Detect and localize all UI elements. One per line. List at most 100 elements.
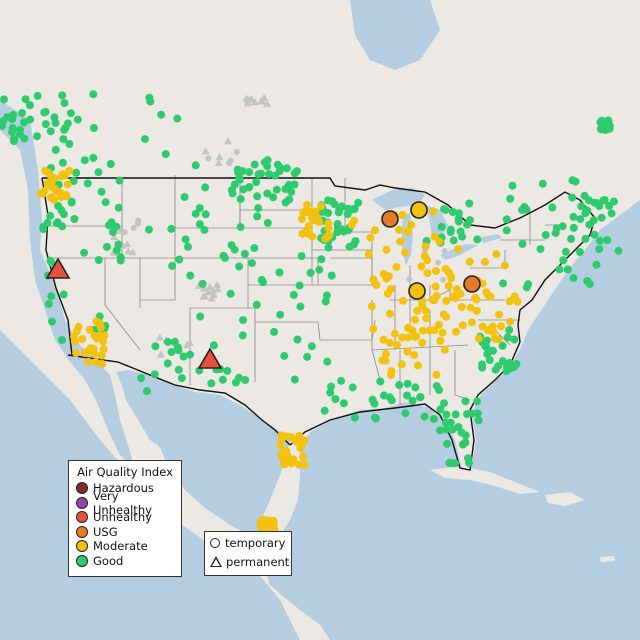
monitor-point[interactable] <box>252 178 261 186</box>
monitor-point[interactable] <box>89 153 98 162</box>
monitor-point[interactable] <box>207 379 216 388</box>
monitor-point[interactable] <box>410 351 419 360</box>
monitor-point[interactable] <box>46 127 55 136</box>
monitor-point[interactable] <box>592 199 601 208</box>
monitor-point[interactable] <box>379 269 388 278</box>
monitor-point[interactable] <box>609 197 618 206</box>
monitor-point[interactable] <box>337 202 346 211</box>
monitor-point[interactable] <box>58 91 67 100</box>
monitor-point[interactable] <box>245 168 254 177</box>
monitor-point[interactable] <box>369 325 378 334</box>
monitor-point[interactable] <box>457 302 466 311</box>
monitor-point[interactable] <box>413 306 422 315</box>
monitor-point[interactable] <box>406 276 413 283</box>
monitor-point[interactable] <box>563 265 572 274</box>
monitor-point[interactable] <box>407 221 415 229</box>
monitor-point[interactable] <box>91 358 100 367</box>
monitor-point[interactable] <box>432 370 441 379</box>
monitor-point[interactable] <box>408 396 417 405</box>
monitor-point[interactable] <box>72 349 81 357</box>
monitor-point[interactable] <box>317 202 325 210</box>
monitor-point[interactable] <box>348 383 357 392</box>
monitor-point[interactable] <box>321 234 330 243</box>
monitor-point[interactable] <box>281 198 290 207</box>
monitor-point[interactable] <box>569 223 578 232</box>
monitor-point[interactable] <box>366 233 375 242</box>
monitor-point[interactable] <box>404 333 413 342</box>
monitor-point[interactable] <box>272 185 281 194</box>
monitor-point[interactable] <box>58 158 67 167</box>
monitor-point[interactable] <box>478 322 487 331</box>
monitor-point[interactable] <box>435 237 444 246</box>
monitor-point[interactable] <box>47 182 56 191</box>
monitor-point[interactable] <box>451 410 460 419</box>
temporary-monitor-marker[interactable] <box>381 210 399 228</box>
monitor-point[interactable] <box>371 226 379 235</box>
monitor-point[interactable] <box>295 281 304 290</box>
monitor-point[interactable] <box>205 283 214 291</box>
monitor-point[interactable] <box>67 198 76 207</box>
monitor-point[interactable] <box>306 268 315 277</box>
monitor-point[interactable] <box>195 220 204 229</box>
monitor-point[interactable] <box>9 110 18 119</box>
monitor-point[interactable] <box>323 357 332 366</box>
monitor-point[interactable] <box>461 438 470 447</box>
monitor-point[interactable] <box>8 124 17 133</box>
monitor-point[interactable] <box>180 193 189 201</box>
monitor-point[interactable] <box>399 296 407 305</box>
monitor-point[interactable] <box>541 231 550 239</box>
monitor-point[interactable] <box>179 352 188 361</box>
monitor-point[interactable] <box>498 341 507 350</box>
monitor-point[interactable] <box>173 114 182 123</box>
monitor-point[interactable] <box>63 180 72 189</box>
monitor-point[interactable] <box>478 363 487 372</box>
monitor-point[interactable] <box>425 326 434 335</box>
monitor-point[interactable] <box>386 309 395 318</box>
monitor-point[interactable] <box>298 214 306 223</box>
monitor-point[interactable] <box>581 234 590 243</box>
monitor-point[interactable] <box>343 210 352 219</box>
monitor-point[interactable] <box>349 240 358 249</box>
monitor-point[interactable] <box>440 276 447 283</box>
monitor-point[interactable] <box>324 209 333 217</box>
monitor-point[interactable] <box>157 110 166 119</box>
monitor-point[interactable] <box>70 215 79 223</box>
monitor-point[interactable] <box>614 246 623 255</box>
monitor-point[interactable] <box>275 268 284 277</box>
monitor-point[interactable] <box>204 288 213 296</box>
monitor-point[interactable] <box>94 256 103 264</box>
monitor-point[interactable] <box>186 350 194 359</box>
monitor-point[interactable] <box>522 283 531 292</box>
monitor-point[interactable] <box>502 215 511 224</box>
monitor-point[interactable] <box>447 459 456 468</box>
monitor-point[interactable] <box>293 335 302 344</box>
monitor-point[interactable] <box>518 239 527 248</box>
monitor-point[interactable] <box>86 344 95 353</box>
monitor-point[interactable] <box>73 115 82 124</box>
monitor-point[interactable] <box>309 216 317 225</box>
monitor-point[interactable] <box>317 255 326 264</box>
monitor-point[interactable] <box>130 225 137 231</box>
monitor-point[interactable] <box>471 294 480 302</box>
monitor-point[interactable] <box>324 243 333 252</box>
monitor-point[interactable] <box>245 183 254 191</box>
monitor-point[interactable] <box>432 292 441 300</box>
monitor-point[interactable] <box>326 388 335 397</box>
monitor-point[interactable] <box>522 205 531 214</box>
monitor-point[interactable] <box>461 397 470 406</box>
monitor-point[interactable] <box>250 244 259 253</box>
monitor-point[interactable] <box>436 405 445 414</box>
monitor-point[interactable] <box>418 338 427 347</box>
monitor-point[interactable] <box>213 280 222 288</box>
monitor-point[interactable] <box>106 160 115 168</box>
monitor-point[interactable] <box>495 310 504 319</box>
monitor-point[interactable] <box>287 187 296 196</box>
monitor-point[interactable] <box>49 174 58 183</box>
monitor-point[interactable] <box>304 222 313 231</box>
monitor-point[interactable] <box>276 310 285 319</box>
monitor-point[interactable] <box>89 124 98 132</box>
monitor-point[interactable] <box>418 301 427 310</box>
monitor-point[interactable] <box>213 285 222 293</box>
monitor-point[interactable] <box>350 413 359 422</box>
monitor-point[interactable] <box>414 361 422 370</box>
